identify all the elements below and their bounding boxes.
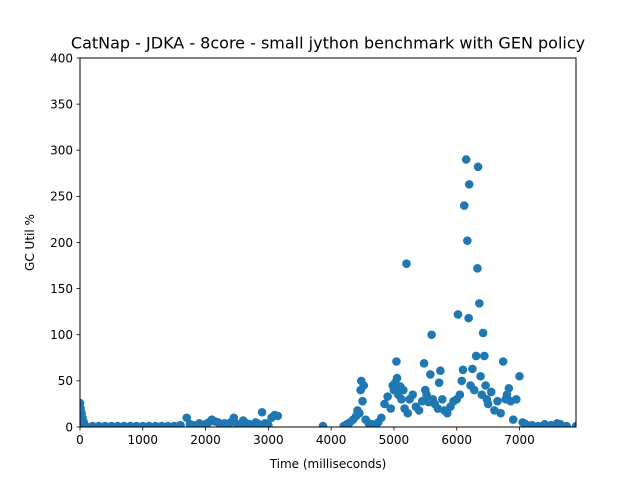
y-tick-label: 100 xyxy=(50,328,73,342)
data-point xyxy=(397,395,406,404)
data-point xyxy=(176,420,185,427)
data-point xyxy=(481,381,490,390)
data-point xyxy=(461,155,471,164)
data-point xyxy=(508,415,518,424)
data-point xyxy=(434,378,444,388)
data-point xyxy=(512,395,521,404)
data-point xyxy=(464,180,474,189)
y-tick-label: 300 xyxy=(50,144,73,158)
data-point xyxy=(182,413,192,423)
y-axis: 0 50 100 150 200 250 300 350 400 xyxy=(50,51,80,434)
data-point xyxy=(459,201,469,210)
data-point xyxy=(486,387,496,397)
data-point xyxy=(457,376,467,386)
x-tick-label: 1000 xyxy=(128,433,159,447)
data-point xyxy=(478,328,488,338)
data-point xyxy=(257,407,267,417)
data-point xyxy=(414,406,424,415)
data-point xyxy=(355,408,364,418)
y-tick-label: 250 xyxy=(50,190,73,204)
data-point xyxy=(473,162,483,172)
data-point xyxy=(453,310,463,319)
data-point xyxy=(318,421,328,427)
x-tick-label: 4000 xyxy=(316,433,347,447)
data-point xyxy=(475,299,484,308)
data-point xyxy=(254,419,264,427)
data-point xyxy=(504,383,514,393)
data-point xyxy=(377,413,386,423)
data-point xyxy=(386,404,396,413)
data-point xyxy=(463,236,472,245)
data-point xyxy=(458,365,468,375)
points-layer xyxy=(80,155,576,427)
y-tick-label: 0 xyxy=(65,420,73,434)
y-axis-label: GC Util % xyxy=(23,214,37,271)
data-point xyxy=(480,351,489,361)
y-tick-label: 200 xyxy=(50,236,73,250)
data-point xyxy=(498,357,508,366)
data-point xyxy=(417,396,427,406)
data-point xyxy=(426,370,435,379)
data-point xyxy=(264,420,273,427)
x-tick-label: 0 xyxy=(76,433,84,447)
data-point xyxy=(380,399,389,409)
data-point xyxy=(358,396,367,406)
x-tick-label: 2000 xyxy=(190,433,221,447)
data-point xyxy=(468,364,477,374)
data-point xyxy=(464,313,473,323)
x-axis: 0 1000 2000 3000 4000 5000 6000 7000 xyxy=(76,427,535,447)
x-tick-label: 5000 xyxy=(379,433,410,447)
data-point xyxy=(273,411,283,421)
x-tick-label: 3000 xyxy=(253,433,284,447)
data-point xyxy=(442,408,452,418)
data-point xyxy=(392,357,401,366)
data-point xyxy=(419,359,429,368)
data-point xyxy=(469,385,479,395)
data-point xyxy=(229,413,239,423)
data-point xyxy=(515,371,524,381)
data-point xyxy=(399,385,408,395)
data-point xyxy=(436,366,445,376)
data-point xyxy=(408,390,418,400)
data-point xyxy=(502,390,512,400)
data-point xyxy=(473,264,482,273)
y-tick-label: 350 xyxy=(50,97,73,111)
data-point xyxy=(402,259,411,269)
data-point xyxy=(562,421,571,427)
x-tick-label: 6000 xyxy=(441,433,472,447)
data-point xyxy=(496,408,505,418)
data-point xyxy=(422,390,431,400)
data-point xyxy=(455,390,465,400)
y-tick-label: 150 xyxy=(50,282,73,296)
x-tick-label: 7000 xyxy=(504,433,535,447)
data-point xyxy=(427,330,436,340)
data-point xyxy=(403,408,413,418)
data-point xyxy=(493,396,502,406)
data-point xyxy=(476,371,485,381)
data-point xyxy=(392,373,402,383)
data-point xyxy=(81,421,90,427)
chart-title: CatNap - JDKA - 8core - small jython ben… xyxy=(71,34,585,53)
data-point xyxy=(359,381,369,390)
data-point xyxy=(571,421,576,427)
data-point xyxy=(437,395,447,404)
x-axis-label: Time (milliseconds) xyxy=(269,457,387,471)
y-tick-label: 400 xyxy=(50,51,73,65)
y-tick-label: 50 xyxy=(58,374,73,388)
data-point xyxy=(483,399,493,409)
data-point xyxy=(471,351,481,361)
data-point xyxy=(383,392,392,401)
